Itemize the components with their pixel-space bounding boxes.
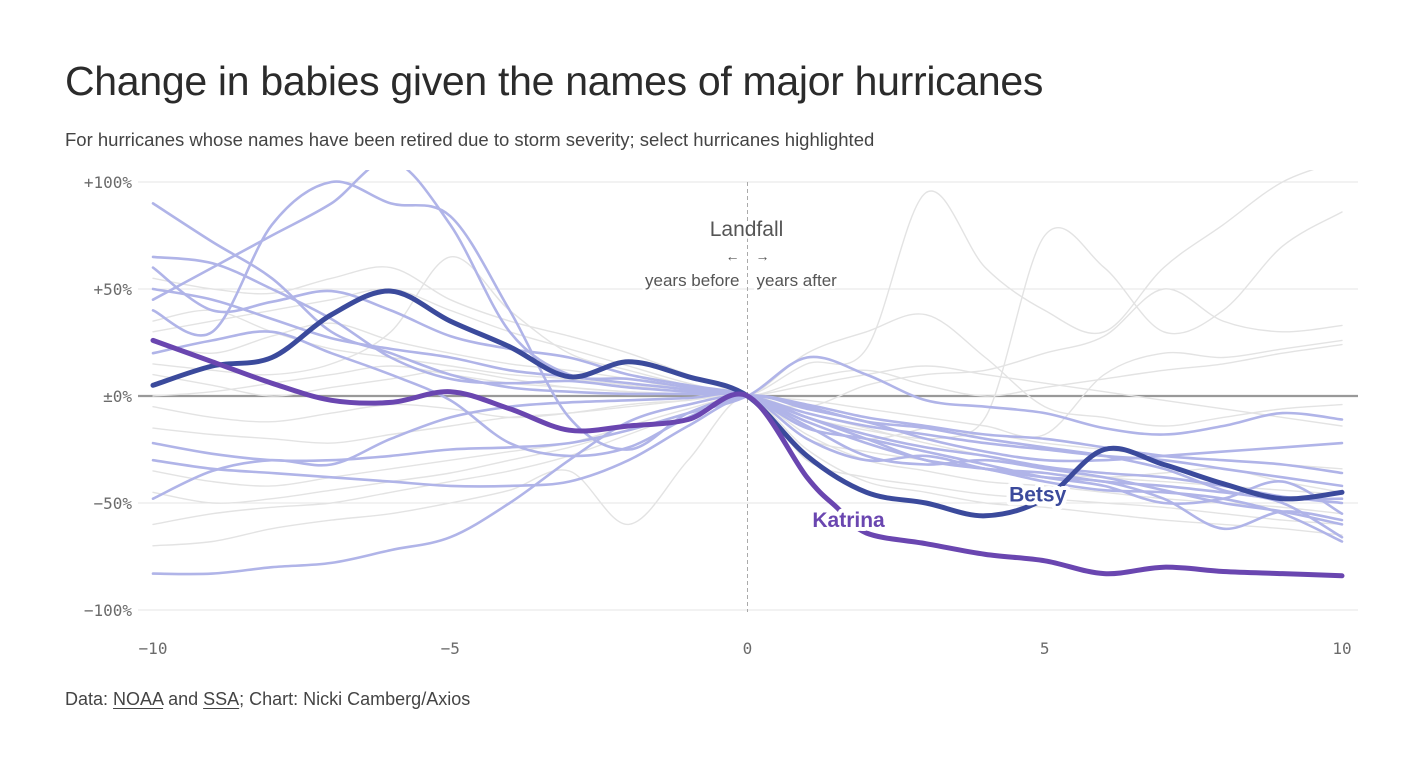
x-tick-label: 5 [1040,639,1050,658]
source-credit: Data: NOAA and SSA; Chart: Nicki Camberg… [65,689,470,710]
highlight-series-line [151,180,1344,539]
chart-title: Change in babies given the names of majo… [65,58,1044,104]
y-tick-label: +100% [84,173,133,192]
betsy-label: Betsy [1009,483,1067,506]
annotation-layer: Landfall ← → years before years after Be… [642,215,1071,536]
arrow-left-icon: ← [726,248,740,264]
y-tick-label: ±0% [103,387,132,406]
source-prefix: Data: [65,689,114,709]
years-after-label: years after [757,271,838,290]
katrina-series-line [150,337,1345,579]
landfall-label: Landfall [710,218,784,241]
katrina-label: Katrina [812,509,885,532]
y-tick-label: −100% [84,601,133,620]
x-tick-label: −5 [441,639,460,658]
series-label-halo: Katrina [812,509,885,532]
highlight-series-line [151,355,1344,463]
background-series-line [152,309,1343,470]
series-label-halo: Betsy [1009,483,1067,506]
y-tick-label: −50% [93,494,132,513]
source-suffix: ; Chart: Nicki Camberg/Axios [239,689,471,709]
axis-labels: +100% +50% ±0% −50% −100% −10 −5 0 5 10 [84,173,1352,658]
featured-series-group [150,288,1345,579]
arrow-right-icon: → [756,248,770,264]
x-tick-label: 0 [743,639,753,658]
noaa-link[interactable]: NOAA [113,689,164,709]
ssa-link[interactable]: SSA [203,689,240,709]
source-joiner: and [163,689,204,709]
y-tick-label: +50% [93,280,132,299]
background-series-line [152,170,1315,399]
years-before-label: years before [645,271,740,290]
highlight-series-line [151,170,1344,526]
chart-subtitle: For hurricanes whose names have been ret… [65,129,875,150]
grid-layer [138,181,1358,612]
background-series-line [152,393,1343,515]
x-tick-label: −10 [139,639,168,658]
x-tick-label: 10 [1332,639,1351,658]
